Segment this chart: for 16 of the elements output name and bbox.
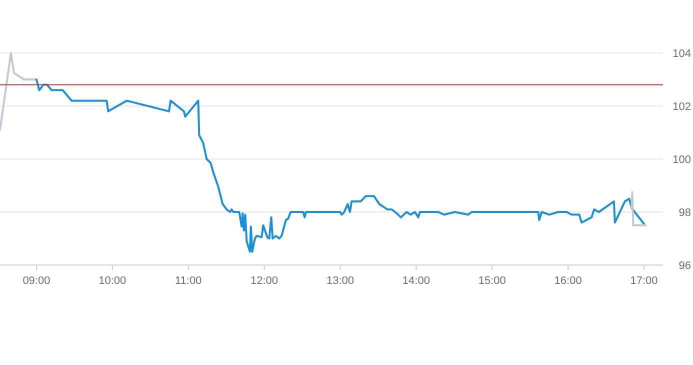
y-tick-label: 96 — [678, 260, 691, 272]
x-tick-label: 17:00 — [630, 275, 658, 287]
x-tick-label: 15:00 — [478, 275, 506, 287]
line-series — [35, 78, 646, 253]
x-tick-label: 09:00 — [22, 275, 50, 287]
x-tick-label: 16:00 — [554, 275, 582, 287]
y-tick-label: 104 — [672, 48, 691, 60]
line-series — [0, 52, 38, 131]
x-tick-label: 10:00 — [98, 275, 126, 287]
x-tick-label: 13:00 — [326, 275, 354, 287]
x-tick-label: 12:00 — [250, 275, 278, 287]
y-tick-label: 102 — [672, 101, 691, 113]
x-tick-label: 11:00 — [174, 275, 202, 287]
y-tick-label: 98 — [678, 207, 691, 219]
x-tick-label: 14:00 — [402, 275, 430, 287]
y-tick-label: 100 — [672, 154, 691, 166]
